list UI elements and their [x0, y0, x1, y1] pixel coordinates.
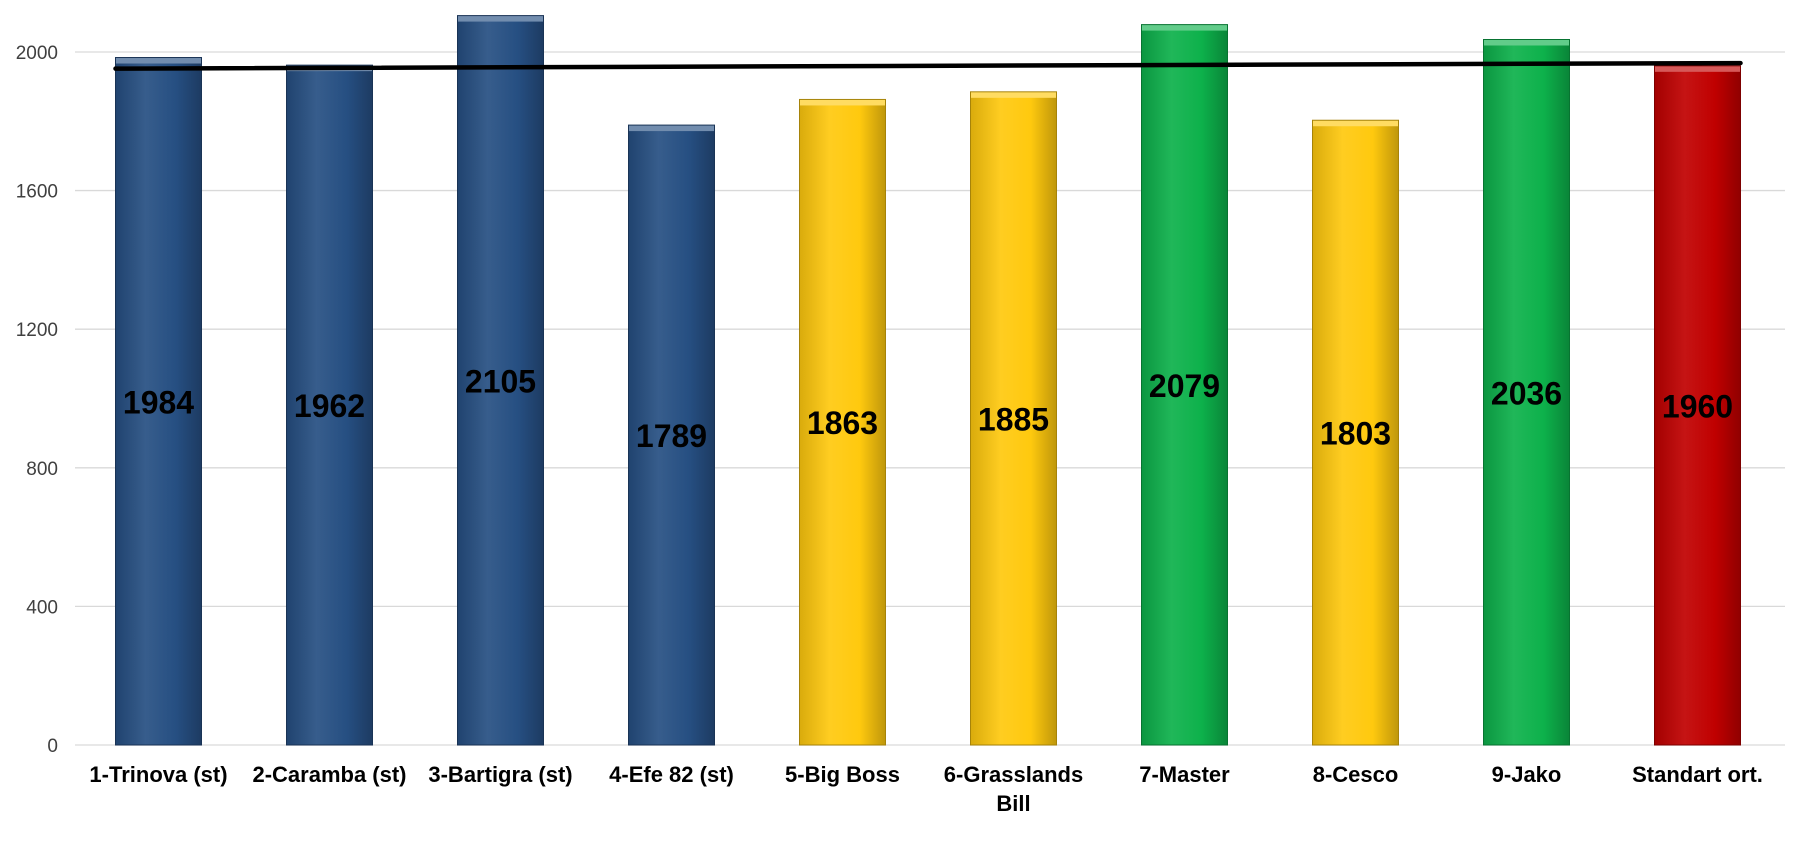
- data-label: 2036: [1491, 375, 1562, 411]
- x-tick-label: 6-Grasslands: [944, 762, 1083, 787]
- bar-top-bevel: [1312, 120, 1399, 127]
- y-tick-label: 800: [26, 459, 58, 480]
- bar: [628, 124, 715, 746]
- bar: [1654, 65, 1741, 746]
- trend-line-group: [113, 60, 1743, 71]
- x-tick-label: 2-Caramba (st): [252, 762, 406, 787]
- x-tick-label: 9-Jako: [1492, 762, 1562, 787]
- y-axis-ticks: 0 400 800 1200 1600 2000: [16, 43, 58, 757]
- bar: [970, 91, 1057, 746]
- data-label: 1962: [294, 388, 365, 424]
- bar-top-bevel: [1483, 39, 1570, 46]
- bar-top-bevel: [628, 125, 715, 132]
- bar-top-bevel: [1141, 24, 1228, 31]
- bar-outline: [286, 64, 373, 746]
- bar-outline: [1654, 65, 1741, 746]
- bar-body: [628, 125, 715, 745]
- bar-body: [1483, 39, 1570, 746]
- x-tick-label: 5-Big Boss: [785, 762, 900, 787]
- x-tick-label: Standart ort.: [1632, 762, 1763, 787]
- bar-outline: [1141, 24, 1228, 746]
- x-axis-ticks: 1-Trinova (st) 2-Caramba (st) 3-Bartigra (…: [89, 762, 1762, 816]
- bar-outline: [970, 91, 1057, 746]
- bar-top-bevel: [457, 15, 544, 22]
- data-label: 1863: [807, 405, 878, 441]
- bar: [1141, 24, 1228, 746]
- bar-body: [970, 91, 1057, 746]
- bar-outline: [628, 124, 715, 746]
- data-label: 1960: [1662, 388, 1733, 424]
- bars: [115, 15, 1741, 746]
- x-tick-label: 4-Efe 82 (st): [609, 762, 734, 787]
- bar-body: [1654, 65, 1741, 745]
- bar-outline: [457, 15, 544, 746]
- bar-outline: [1483, 39, 1570, 746]
- x-tick-label: 7-Master: [1139, 762, 1230, 787]
- data-label: 1803: [1320, 416, 1391, 452]
- y-tick-label: 400: [26, 597, 58, 618]
- x-tick-label: 8-Cesco: [1313, 762, 1399, 787]
- bar-body: [286, 65, 373, 746]
- bar-top-bevel: [799, 99, 886, 106]
- data-label: 1885: [978, 401, 1049, 437]
- bar-outline: [1312, 119, 1399, 746]
- bar-outline: [799, 98, 886, 746]
- x-tick-label: 1-Trinova (st): [89, 762, 227, 787]
- x-tick-label: 3-Bartigra (st): [428, 762, 572, 787]
- bar: [1312, 119, 1399, 746]
- x-tick-label: Bill: [996, 791, 1030, 816]
- bar-body: [1141, 24, 1228, 746]
- y-tick-label: 2000: [16, 43, 58, 64]
- bar: [115, 57, 202, 746]
- y-tick-label: 1200: [16, 320, 58, 341]
- bar-body: [457, 15, 544, 746]
- bar: [457, 15, 544, 746]
- y-tick-label: 0: [47, 736, 58, 757]
- data-label: 2105: [465, 363, 536, 399]
- data-label: 1789: [636, 418, 707, 454]
- bar-top-bevel: [970, 91, 1057, 98]
- bar-body: [115, 57, 202, 745]
- data-labels: 1984 1962 2105 1789 1863 1885 2079 1803 2036 1960: [123, 363, 1733, 454]
- y-tick-label: 1600: [16, 182, 58, 203]
- bar-outline: [115, 57, 202, 746]
- bar: [1483, 39, 1570, 746]
- data-label: 1984: [123, 384, 194, 420]
- bar-body: [1312, 120, 1399, 746]
- bar-top-bevel: [1654, 65, 1741, 72]
- bar-top-bevel: [115, 57, 202, 64]
- trend-line: [113, 60, 1743, 71]
- bar: [799, 98, 886, 746]
- data-label: 2079: [1149, 368, 1220, 404]
- bar-body: [799, 99, 886, 745]
